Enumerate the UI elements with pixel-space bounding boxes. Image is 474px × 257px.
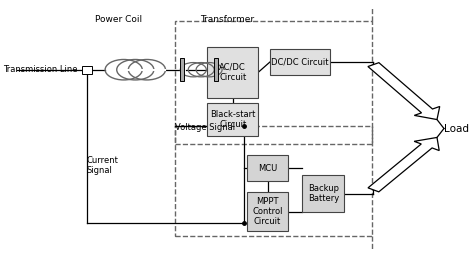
FancyBboxPatch shape bbox=[246, 192, 289, 231]
FancyBboxPatch shape bbox=[302, 175, 344, 212]
Text: AC/DC
Circuit: AC/DC Circuit bbox=[219, 62, 246, 82]
FancyBboxPatch shape bbox=[214, 58, 218, 81]
Text: MPPT
Control
Circuit: MPPT Control Circuit bbox=[252, 197, 283, 226]
Text: MCU: MCU bbox=[258, 164, 277, 173]
FancyBboxPatch shape bbox=[180, 58, 184, 81]
FancyBboxPatch shape bbox=[246, 155, 289, 181]
Text: Black-start
Circuit: Black-start Circuit bbox=[210, 110, 255, 129]
Text: Current
Signal: Current Signal bbox=[87, 156, 118, 175]
Text: Backup
Battery: Backup Battery bbox=[308, 184, 339, 203]
Polygon shape bbox=[368, 63, 440, 120]
FancyBboxPatch shape bbox=[82, 66, 92, 74]
Text: DC/DC Circuit: DC/DC Circuit bbox=[271, 58, 329, 67]
Text: Load: Load bbox=[444, 124, 469, 133]
Text: Transmission Line: Transmission Line bbox=[3, 65, 78, 74]
Text: Power Coil: Power Coil bbox=[95, 15, 143, 24]
Polygon shape bbox=[368, 137, 439, 192]
Text: Transformer: Transformer bbox=[201, 15, 255, 24]
FancyBboxPatch shape bbox=[207, 103, 258, 136]
FancyBboxPatch shape bbox=[207, 47, 258, 98]
FancyBboxPatch shape bbox=[270, 49, 330, 75]
Text: Voltage Signal: Voltage Signal bbox=[175, 123, 235, 132]
